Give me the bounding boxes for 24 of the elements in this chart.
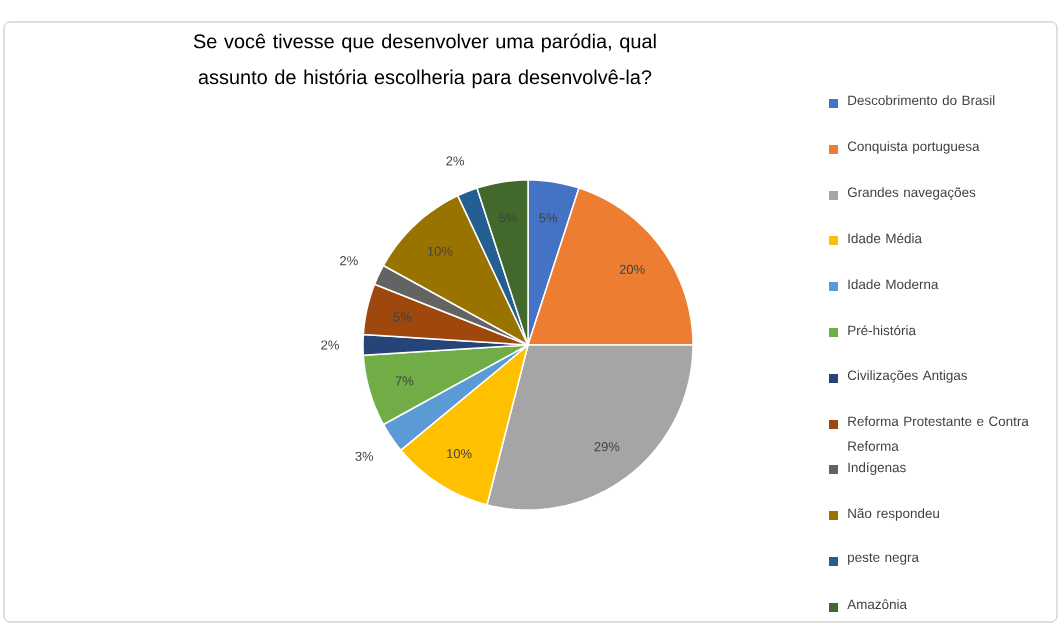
data-label: 5% <box>539 213 558 223</box>
data-label: 7% <box>395 376 414 386</box>
legend-label: Não respondeu <box>848 508 940 521</box>
data-label: 20% <box>619 264 645 274</box>
data-label: 2% <box>446 156 465 166</box>
data-label: 3% <box>355 451 374 461</box>
legend-label: Conquista portuguesa <box>847 141 980 154</box>
legend-label: Grandes navegações <box>847 187 976 200</box>
legend-label: Idade Média <box>848 233 922 244</box>
chart-title: Se você tivesse que desenvolver uma paródia, qual assunto de história escolheria para desenvolvê-la? <box>193 33 656 89</box>
legend-label: Indígenas <box>848 462 906 475</box>
legend-label: Amazônia <box>847 599 907 610</box>
legend-label: Civilizações Antigas <box>847 370 968 383</box>
data-label: 10% <box>447 449 472 459</box>
data-label: 10% <box>427 246 453 256</box>
legend-label: peste negra <box>848 553 919 565</box>
data-label: 2% <box>340 256 358 266</box>
data-label: 5% <box>393 312 412 322</box>
data-label: 29% <box>594 442 620 452</box>
legend-label: Idade Moderna <box>848 279 939 290</box>
legend-label: Descobrimento do Brasil <box>848 95 995 106</box>
legend-label: Pré-história <box>848 325 916 336</box>
data-label: 2% <box>321 340 339 350</box>
legend-label: Reforma Protestante e Contra Reforma <box>848 416 1029 451</box>
